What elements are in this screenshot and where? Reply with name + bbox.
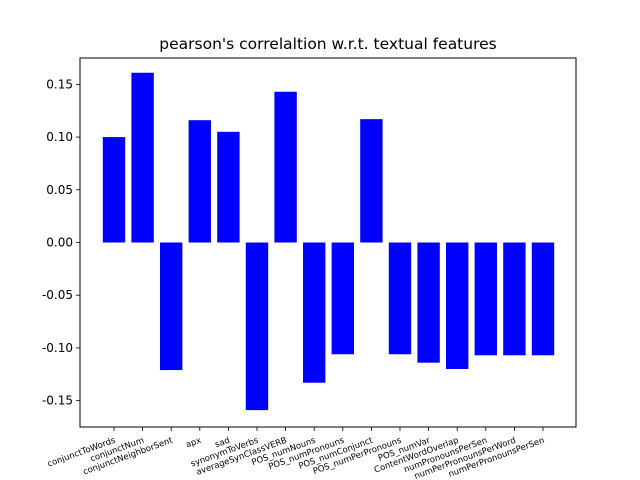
- bar-1: [131, 72, 154, 243]
- y-tick-label-1: -0.10: [42, 341, 73, 355]
- bar-13: [474, 242, 497, 356]
- y-axis: -0.15 -0.10 -0.05 0.00 0.05 0.10 0.15: [42, 77, 80, 408]
- y-tick-label-0: -0.15: [42, 394, 73, 408]
- x-tick-label-4: sad: [214, 436, 232, 451]
- bar-14: [503, 242, 526, 356]
- y-tick-label-4: 0.05: [46, 183, 73, 197]
- bar-2: [160, 242, 183, 371]
- bar-8: [331, 242, 354, 355]
- bar-5: [245, 242, 269, 411]
- y-tick-label-5: 0.10: [46, 130, 73, 144]
- y-tick-label-3: 0.00: [46, 236, 73, 250]
- bar-9: [360, 119, 383, 243]
- bar-7: [303, 242, 326, 383]
- bar-11: [417, 242, 440, 363]
- bar-12: [446, 242, 469, 370]
- bar-0: [102, 137, 126, 243]
- chart-title: pearson's correlaltion w.r.t. textual fe…: [159, 35, 496, 53]
- bar-4: [217, 131, 240, 243]
- plot-frame: [79, 57, 577, 428]
- bar-3: [188, 120, 211, 243]
- bars-group: [102, 72, 555, 411]
- bar-15: [531, 242, 555, 356]
- bar-10: [388, 242, 412, 355]
- bar-6: [274, 91, 297, 243]
- y-tick-label-2: -0.05: [42, 288, 73, 302]
- y-tick-label-6: 0.15: [46, 77, 73, 91]
